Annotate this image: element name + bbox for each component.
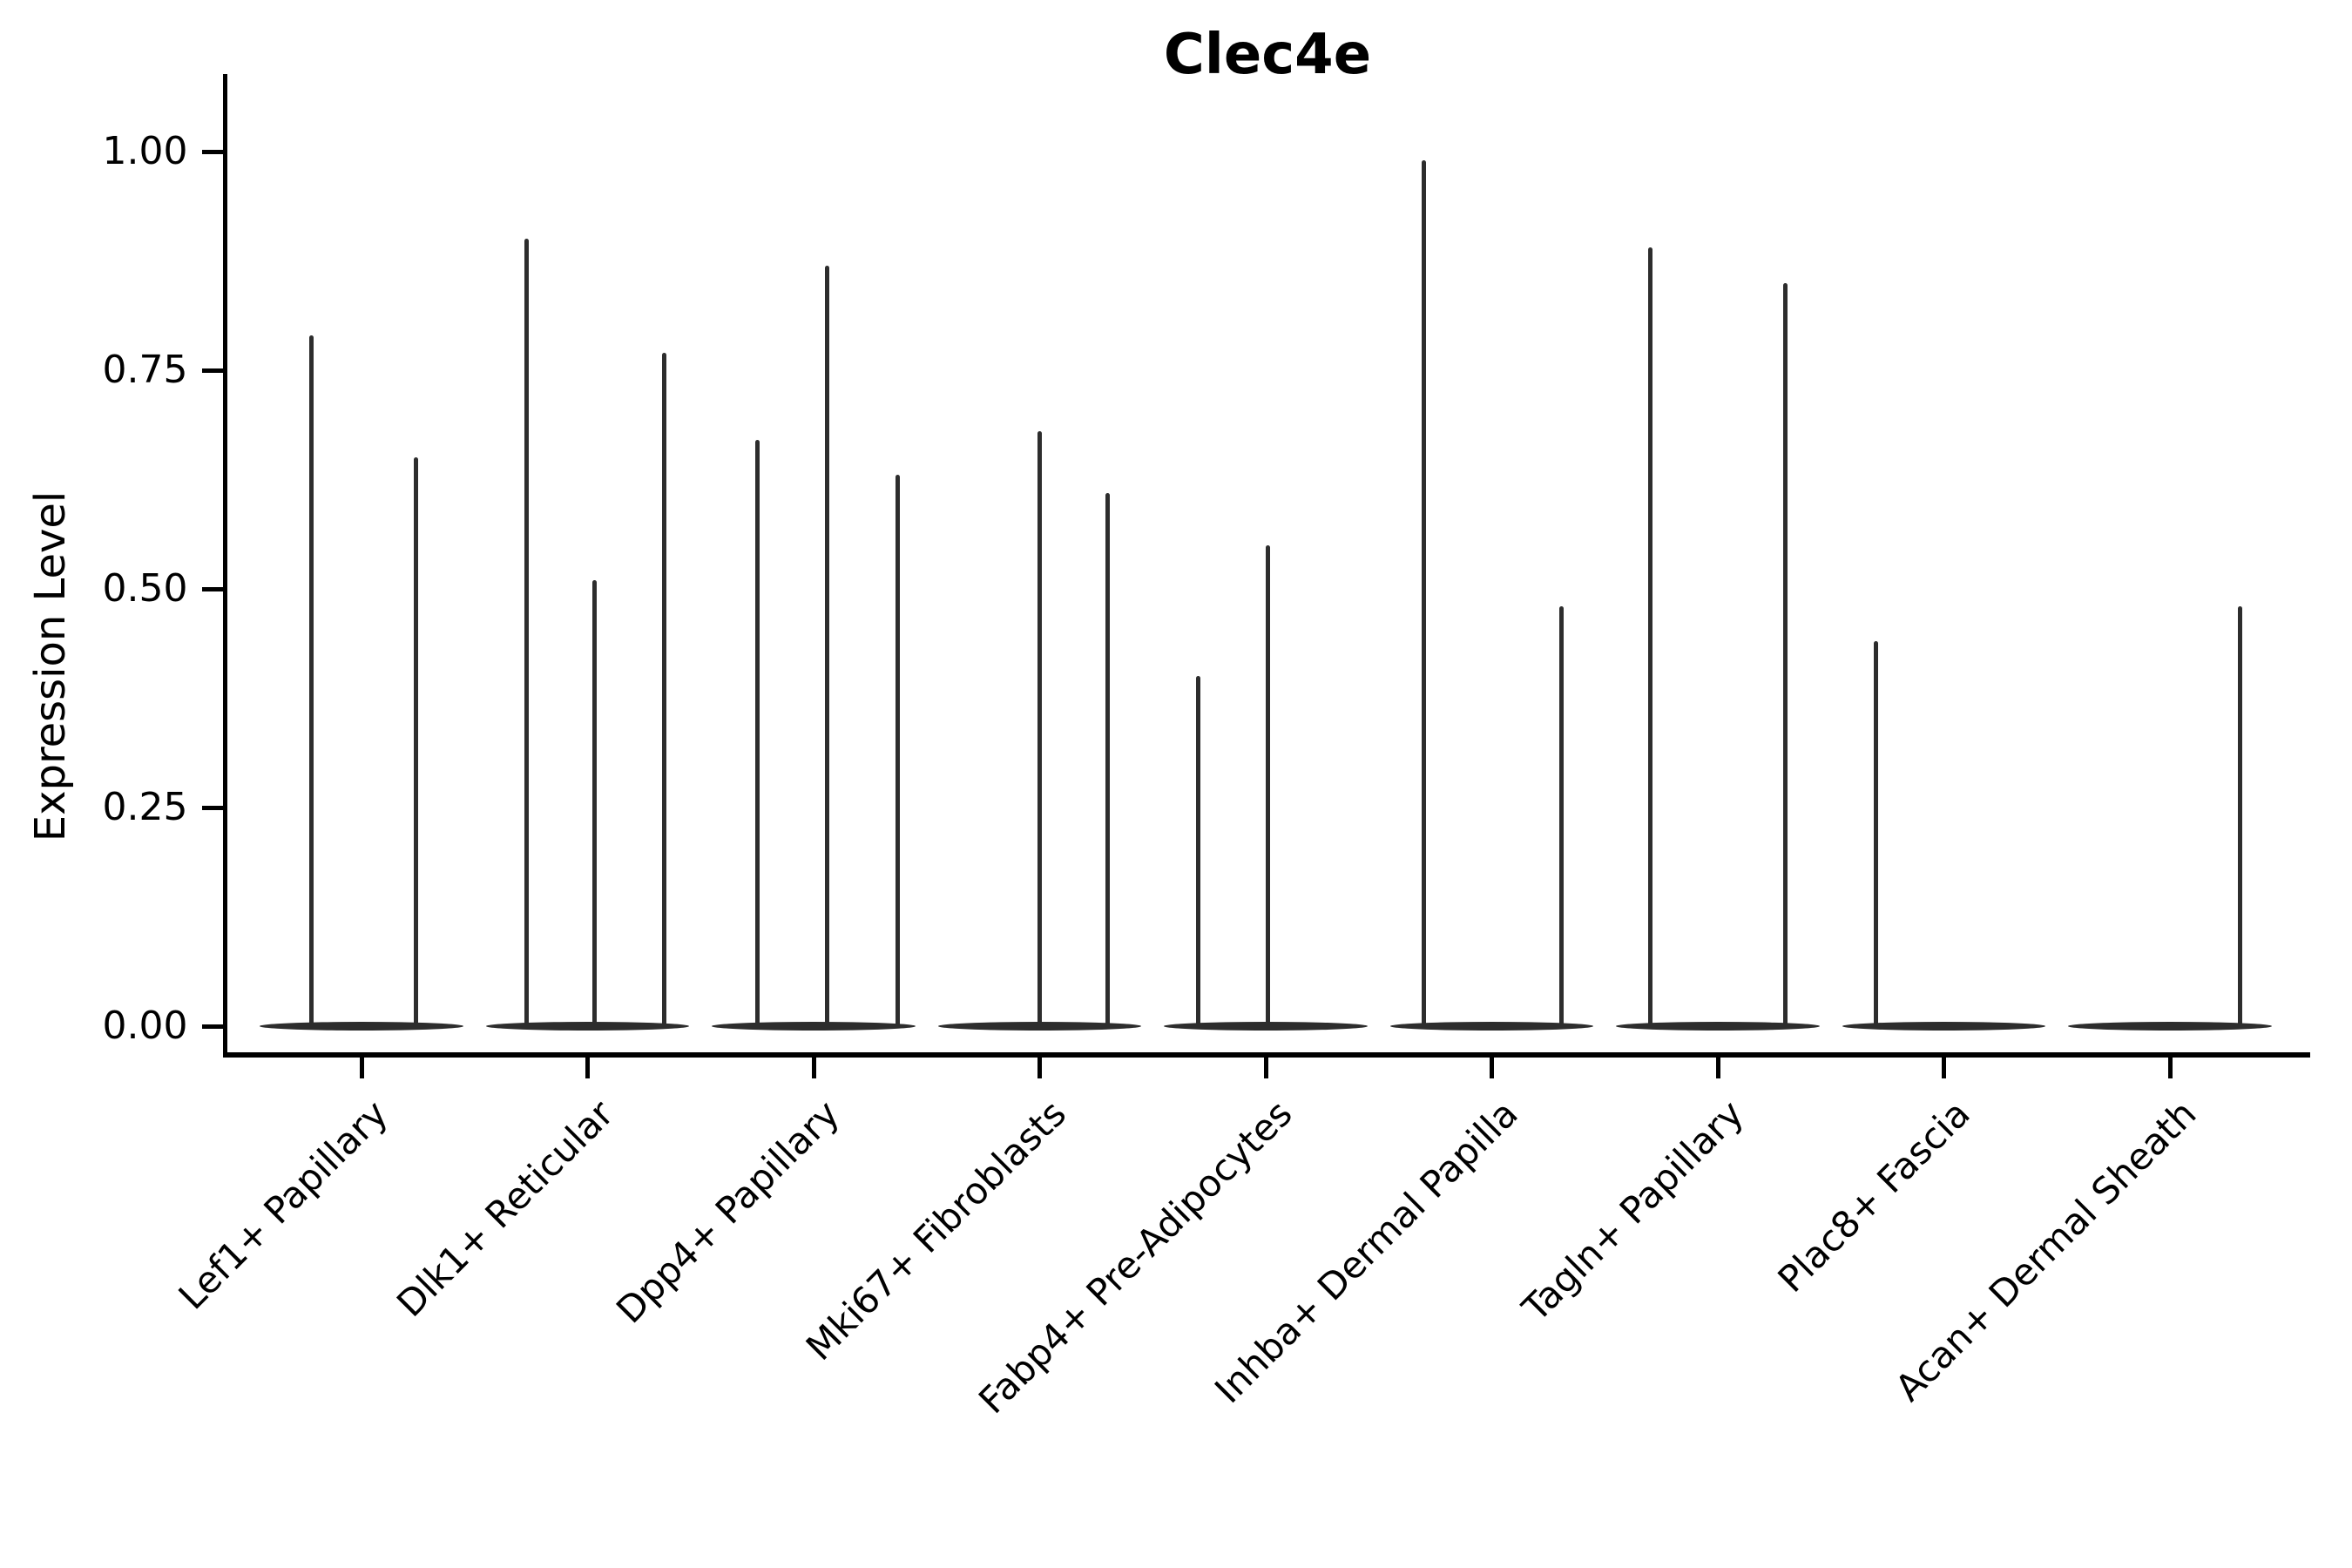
y-axis-spine	[222, 74, 227, 1058]
x-tick	[1263, 1058, 1268, 1078]
x-tick	[585, 1058, 590, 1078]
violin-spike	[1105, 492, 1110, 1026]
violin-spike	[2237, 606, 2242, 1026]
x-tick-label: Dpp4+ Papillary	[608, 1092, 848, 1332]
x-tick	[1490, 1058, 1494, 1078]
y-tick-label: 0.25	[102, 785, 188, 829]
y-tick	[201, 805, 223, 810]
violin-base	[2068, 1022, 2272, 1031]
violin-base	[1842, 1022, 2046, 1031]
violin-spike	[1266, 544, 1271, 1026]
y-tick-label: 0.50	[102, 566, 188, 611]
chart-title: Clec4e	[1163, 23, 1372, 87]
violin-base	[485, 1022, 690, 1031]
violin-spike	[524, 239, 529, 1026]
violin-spike	[591, 579, 597, 1026]
violin-base	[260, 1022, 463, 1031]
x-tick	[1715, 1058, 1720, 1078]
y-tick-label: 0.75	[102, 348, 188, 392]
x-tick-label: Mki67+ Fibroblasts	[797, 1092, 1074, 1369]
violin-base	[712, 1022, 916, 1031]
violin-base	[1164, 1022, 1368, 1031]
x-tick-label: Plac8+ Fascia	[1769, 1092, 1978, 1301]
violin-spike	[1422, 160, 1427, 1026]
x-tick	[1037, 1058, 1042, 1078]
y-tick	[201, 586, 223, 591]
violin-spike	[413, 457, 418, 1026]
x-tick-label: Dlk1+ Reticular	[389, 1092, 622, 1326]
violin-spike	[1783, 282, 1788, 1026]
x-tick	[811, 1058, 816, 1078]
violin-spike	[754, 440, 760, 1026]
violin-base	[937, 1022, 1142, 1031]
y-tick	[201, 1024, 223, 1029]
violin-spike	[1647, 247, 1652, 1026]
violin-spike	[1037, 431, 1042, 1026]
x-tick	[1942, 1058, 1946, 1078]
violin-spike	[1559, 606, 1565, 1026]
x-tick-label: Tagln+ Papillary	[1514, 1092, 1753, 1330]
x-axis-spine	[222, 1052, 2310, 1058]
x-tick-label: Lef1+ Papillary	[170, 1092, 396, 1318]
violin-spike	[309, 335, 314, 1026]
violin-base	[1616, 1022, 1820, 1031]
y-tick-label: 0.00	[102, 1004, 188, 1048]
violin-spike	[662, 352, 667, 1026]
y-tick	[201, 368, 223, 373]
violin-base	[1389, 1022, 1594, 1031]
violin-spike	[895, 475, 900, 1026]
y-tick	[201, 149, 223, 154]
violin-spike	[1195, 676, 1200, 1026]
y-tick-label: 1.00	[102, 129, 188, 173]
x-tick	[2167, 1058, 2173, 1078]
violin-spike	[1874, 641, 1879, 1026]
violin-spike	[825, 265, 830, 1026]
x-tick	[359, 1058, 364, 1078]
